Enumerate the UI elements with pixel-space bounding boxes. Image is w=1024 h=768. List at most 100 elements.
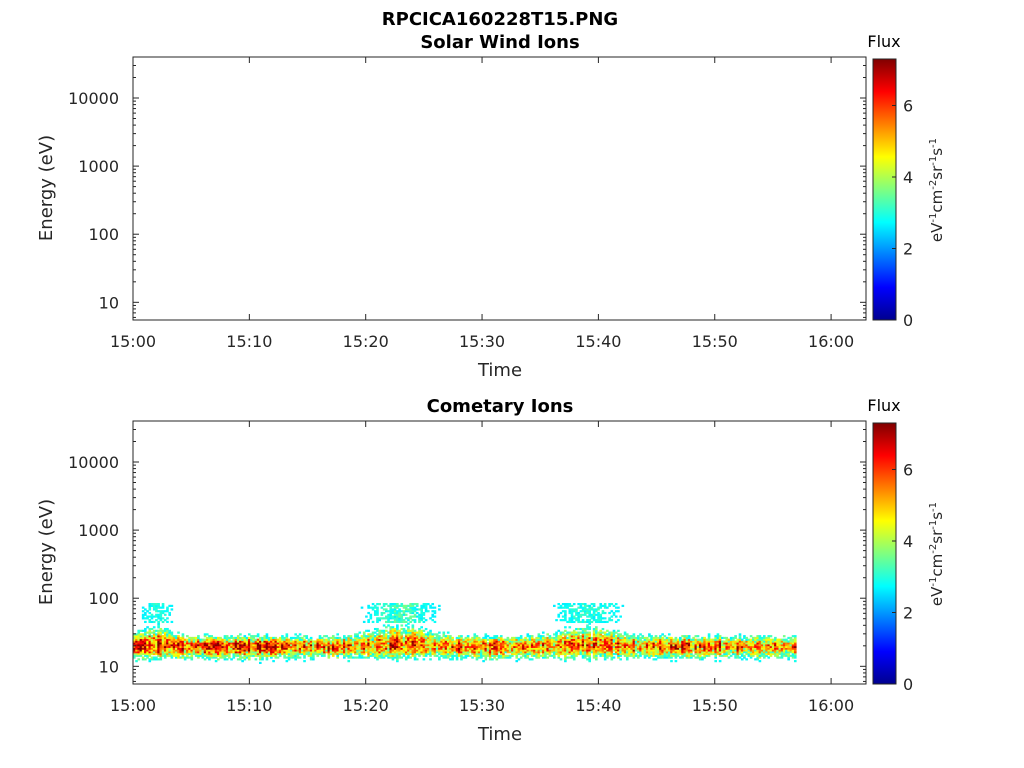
heatmap-cell <box>431 603 435 606</box>
heatmap-cell <box>152 620 156 624</box>
heatmap-cell <box>396 649 399 652</box>
heatmap-cell <box>378 603 381 606</box>
heatmap-cell <box>592 629 596 632</box>
heatmap-cell <box>329 645 333 648</box>
heatmap-cell <box>601 644 605 647</box>
heatmap-cell <box>415 645 419 648</box>
heatmap-cell <box>539 645 543 648</box>
heatmap-cell <box>387 631 390 634</box>
heatmap-cell <box>418 620 421 624</box>
heatmap-cell <box>774 636 777 640</box>
heatmap-cell <box>396 652 399 656</box>
heatmap-cell <box>692 649 695 652</box>
heatmap-cell <box>316 652 320 656</box>
heatmap-cell <box>679 645 682 648</box>
heatmap-cell <box>570 631 574 634</box>
heatmap-cell <box>643 654 647 657</box>
heatmap-cell <box>776 651 779 654</box>
heatmap-cell <box>146 656 149 659</box>
heatmap-cell <box>429 636 432 640</box>
heatmap-cell <box>376 629 379 632</box>
heatmap-cell <box>648 649 651 652</box>
heatmap-cell <box>172 652 176 656</box>
heatmap-cell <box>429 635 432 638</box>
heatmap-cell <box>159 651 163 654</box>
heatmap-cell <box>376 627 379 631</box>
heatmap-cell <box>488 649 492 652</box>
heatmap-cell <box>159 631 163 634</box>
heatmap-cell <box>592 608 596 611</box>
heatmap-cell <box>402 606 406 609</box>
heatmap-cell <box>210 640 213 643</box>
heatmap-cell <box>188 645 191 648</box>
heatmap-cell <box>241 652 244 656</box>
heatmap-cell <box>205 638 209 641</box>
heatmap-cell <box>712 644 715 647</box>
heatmap-cell <box>575 611 578 615</box>
heatmap-cell <box>161 645 165 648</box>
heatmap-cell <box>373 631 377 634</box>
heatmap-cell <box>592 610 596 613</box>
heatmap-cell <box>610 633 614 636</box>
heatmap-cell <box>630 640 634 643</box>
heatmap-cell <box>475 638 479 641</box>
heatmap-cell <box>148 640 152 643</box>
heatmap-cell <box>367 636 370 640</box>
heatmap-cell <box>303 660 306 663</box>
heatmap-cell <box>217 654 220 657</box>
heatmap-cell <box>400 644 404 647</box>
heatmap-cell <box>197 649 200 652</box>
heatmap-cell <box>606 636 609 640</box>
heatmap-cell <box>482 647 485 650</box>
heatmap-cell <box>263 636 267 640</box>
heatmap-cell <box>146 610 149 613</box>
heatmap-cell <box>336 652 339 656</box>
heatmap-cell <box>354 644 357 647</box>
heatmap-cell <box>679 636 682 640</box>
heatmap-cell <box>376 603 379 606</box>
heatmap-cell <box>241 636 244 640</box>
heatmap-cell <box>367 642 370 645</box>
heatmap-cell <box>652 658 656 661</box>
heatmap-cell <box>533 638 536 641</box>
heatmap-cell <box>473 654 477 657</box>
heatmap-cell <box>365 647 368 650</box>
heatmap-cell <box>161 644 165 647</box>
heatmap-cell <box>223 647 227 650</box>
heatmap-cell <box>420 617 423 620</box>
heatmap-cell <box>464 645 468 648</box>
heatmap-cell <box>444 649 448 652</box>
heatmap-cell <box>307 640 311 643</box>
heatmap-cell <box>787 651 790 654</box>
heatmap-cell <box>214 652 218 656</box>
heatmap-cell <box>692 636 695 640</box>
heatmap-cell <box>133 645 136 648</box>
heatmap-cell <box>166 636 169 640</box>
heatmap-cell <box>208 652 211 656</box>
heatmap-cell <box>630 644 634 647</box>
heatmap-cell <box>331 652 335 656</box>
heatmap-cell <box>413 644 417 647</box>
heatmap-cell <box>504 651 507 654</box>
heatmap-cell <box>398 615 401 618</box>
heatmap-cell <box>572 636 576 640</box>
heatmap-cell <box>343 652 346 656</box>
heatmap-cell <box>387 619 390 622</box>
heatmap-cell <box>208 636 211 640</box>
heatmap-cell <box>661 652 664 656</box>
heatmap-cell <box>170 645 174 648</box>
heatmap-cell <box>292 652 295 656</box>
heatmap-cell <box>325 640 328 643</box>
heatmap-cell <box>415 647 419 650</box>
heatmap-cell <box>391 617 395 620</box>
heatmap-cell <box>407 622 410 625</box>
heatmap-cell <box>495 644 499 647</box>
heatmap-cell <box>146 644 149 647</box>
heatmap-cell <box>460 645 463 648</box>
heatmap-cell <box>358 642 362 645</box>
heatmap-cell <box>261 645 264 648</box>
heatmap-cell <box>418 613 421 616</box>
heatmap-cell <box>606 620 609 624</box>
heatmap-cell <box>407 627 410 631</box>
heatmap-cell <box>488 651 492 654</box>
